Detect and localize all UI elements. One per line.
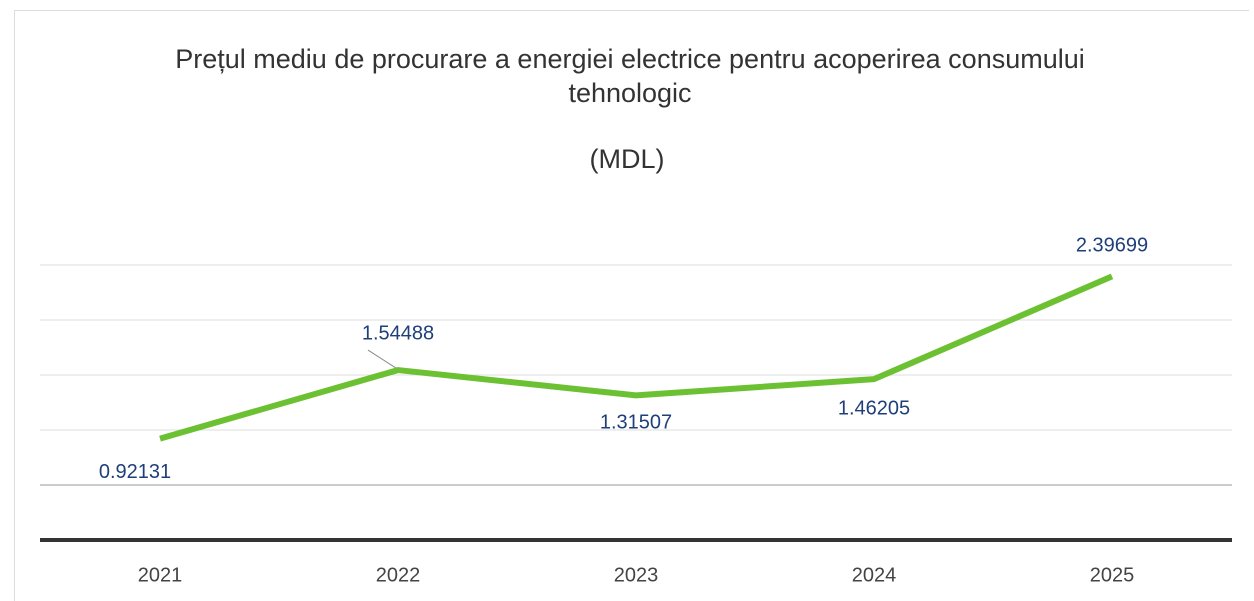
x-tick-label: 2024 [852, 564, 897, 586]
x-tick-label: 2025 [1090, 564, 1135, 586]
data-label: 2.39699 [1076, 235, 1148, 257]
x-tick-label: 2021 [138, 564, 183, 586]
leader-line [367, 349, 397, 369]
data-label: 1.31507 [600, 412, 672, 434]
x-tick-label: 2023 [614, 564, 659, 586]
data-line [159, 273, 1114, 442]
data-label: 0.92131 [99, 461, 171, 483]
chart-subtitle: (MDL) [589, 144, 665, 174]
x-tick-label: 2022 [376, 564, 421, 586]
data-label: 1.46205 [838, 397, 910, 419]
chart-title: Prețul mediu de procurare a energiei ele… [175, 44, 1085, 108]
chart-frame [14, 10, 1249, 601]
data-label: 1.54488 [362, 322, 434, 344]
